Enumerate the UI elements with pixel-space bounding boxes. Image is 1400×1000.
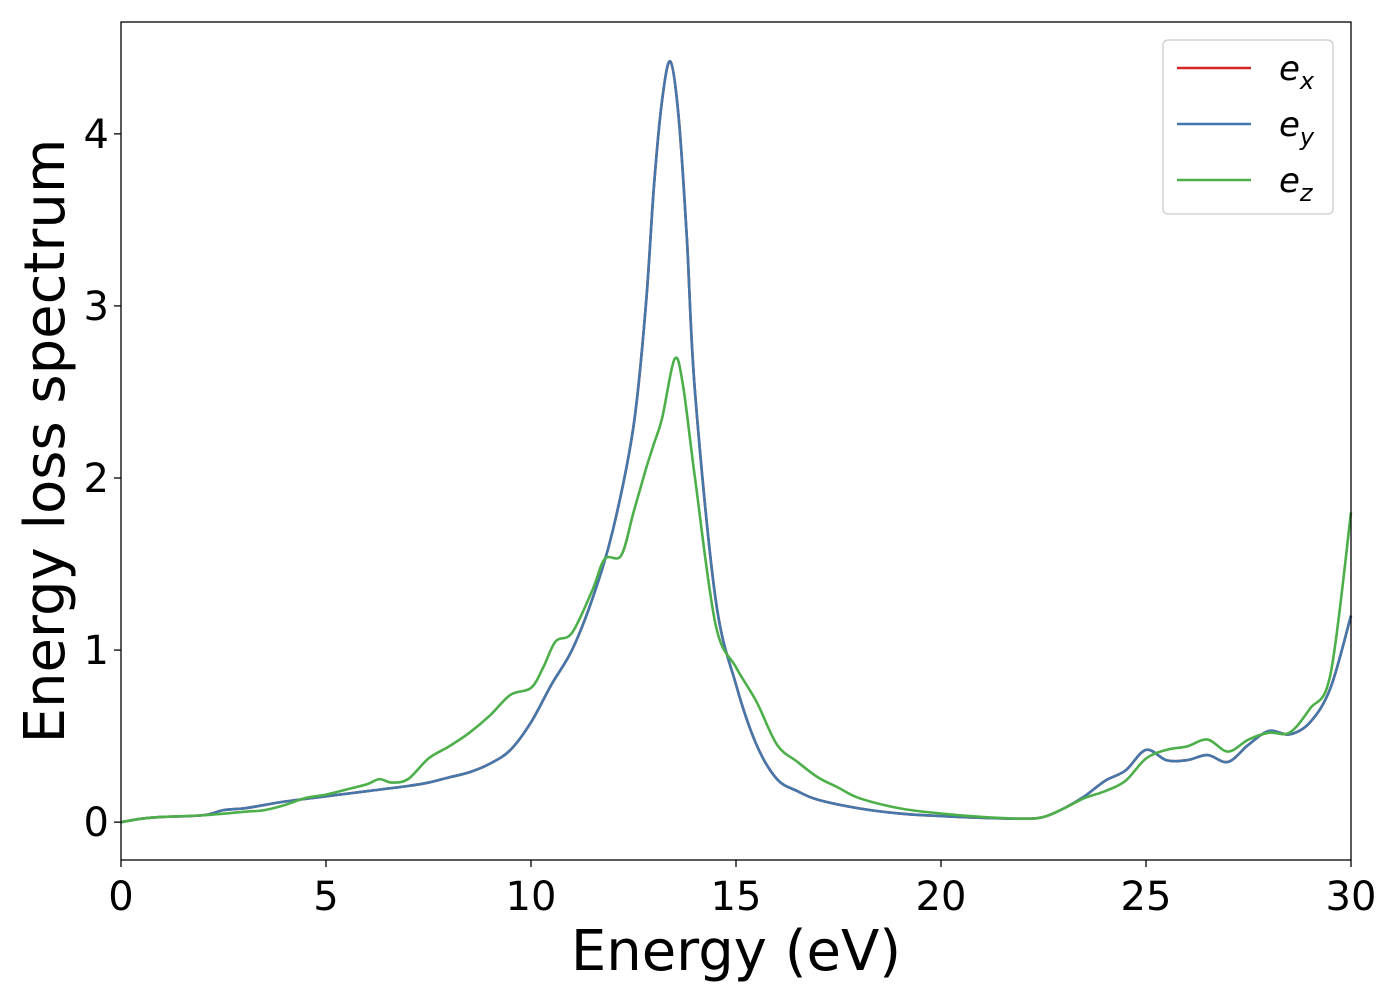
y-tick-label: 0 (84, 800, 109, 846)
x-tick-label: 10 (506, 874, 557, 920)
y-axis-title: Energy loss spectrum (13, 139, 78, 744)
legend-label-z: ez (1279, 161, 1314, 207)
legend-label-y: ey (1279, 105, 1315, 151)
legend-label-x: ex (1279, 49, 1315, 95)
series-line-z (120, 356, 1353, 824)
x-tick-label: 30 (1326, 874, 1377, 920)
x-tick-label: 5 (313, 874, 338, 920)
x-tick-label: 0 (108, 874, 133, 920)
x-tick-label: 15 (711, 874, 762, 920)
legend: ex ey ez (1162, 39, 1334, 215)
y-tick-label: 4 (84, 112, 109, 158)
y-tick-label: 2 (84, 456, 109, 502)
x-tick-label: 20 (916, 874, 967, 920)
series-line-y (120, 60, 1353, 824)
plot-background (121, 22, 1351, 860)
legend-box (1162, 39, 1334, 215)
y-axis-ticks: 0 1 2 3 4 (84, 112, 121, 846)
y-tick-label: 1 (84, 628, 109, 674)
y-tick-label: 3 (84, 284, 109, 330)
series-layer (120, 60, 1353, 824)
x-axis-title: Energy (eV) (571, 919, 901, 984)
x-axis-ticks: 0 5 10 15 20 25 30 (108, 860, 1376, 920)
x-tick-label: 25 (1121, 874, 1172, 920)
